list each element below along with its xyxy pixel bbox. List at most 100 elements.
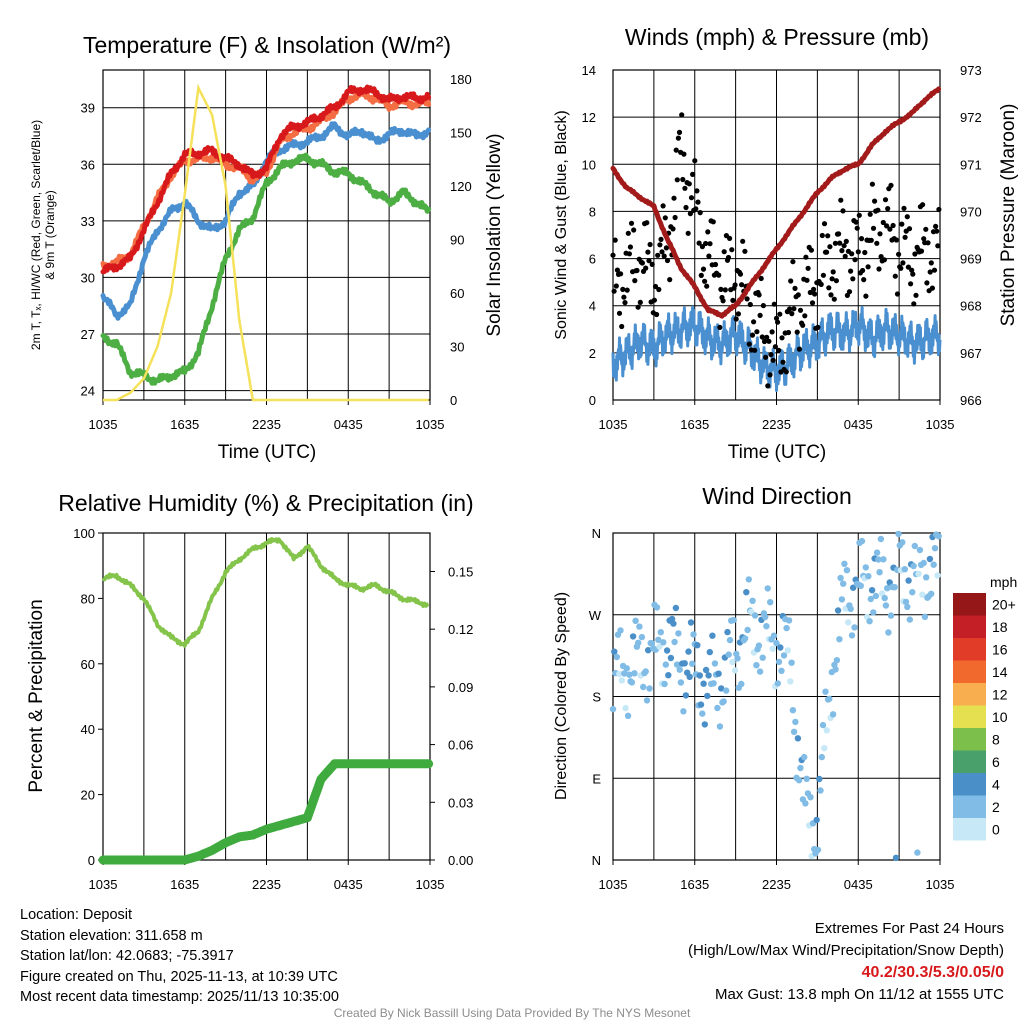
- panel-3-xtick-label: 1035: [89, 877, 118, 892]
- gust-point: [855, 249, 861, 255]
- direction-point: [646, 685, 653, 692]
- legend-label: 2: [992, 799, 1000, 815]
- gust-point: [906, 226, 913, 232]
- gust-point: [875, 207, 881, 213]
- wind-ytick-label: 0: [589, 393, 596, 408]
- direction-point: [741, 635, 749, 642]
- gust-point: [770, 357, 776, 363]
- direction-point: [762, 613, 769, 621]
- gust-point: [695, 199, 701, 205]
- direction-point: [769, 645, 776, 652]
- gust-point: [637, 299, 643, 305]
- insolation-ytick-label: 60: [450, 286, 464, 301]
- gust-point: [660, 203, 666, 209]
- legend-swatch: [953, 593, 986, 616]
- precip-ytick-label: 0.09: [448, 680, 473, 695]
- gust-point: [812, 291, 818, 297]
- gust-point: [717, 324, 723, 330]
- gust-point: [791, 306, 797, 312]
- gust-point: [620, 286, 626, 292]
- direction-point: [675, 630, 682, 637]
- gust-point: [824, 249, 830, 255]
- gust-point: [787, 306, 793, 312]
- direction-point: [753, 662, 760, 669]
- insolation-ytick-label: 90: [450, 232, 464, 247]
- direction-point: [685, 648, 692, 655]
- panel-1-xtick-label: 2235: [252, 417, 281, 432]
- extremes-heading: Extremes For Past 24 Hours: [814, 920, 1004, 937]
- gust-point: [718, 286, 724, 292]
- direction-point: [694, 642, 701, 649]
- legend-label: 20+: [992, 596, 1016, 612]
- direction-point: [870, 609, 877, 616]
- gust-point: [761, 338, 768, 345]
- extremes-subheading: (High/Low/Max Wind/Precipitation/Snow De…: [688, 942, 1004, 959]
- direction-point: [838, 596, 846, 603]
- elevation-text: Station elevation: 311.658 m: [20, 927, 203, 944]
- gust-point: [768, 352, 774, 358]
- direction-point: [618, 677, 625, 684]
- gust-point: [730, 297, 736, 303]
- legend-swatch: [953, 638, 986, 661]
- direction-point: [877, 535, 885, 543]
- gust-point: [682, 185, 688, 191]
- direction-point: [895, 530, 902, 538]
- direction-point: [928, 590, 935, 597]
- direction-point: [626, 671, 633, 678]
- gust-point: [776, 347, 782, 353]
- gust-point: [893, 237, 900, 243]
- precip-ytick-label: 0.15: [448, 564, 473, 579]
- direction-point: [858, 537, 866, 545]
- gust-point: [644, 220, 650, 226]
- direction-point: [648, 640, 656, 647]
- temp-series-line-0: [100, 84, 432, 275]
- panel-2-xtick-label: 0435: [844, 417, 873, 432]
- direction-point: [704, 692, 711, 700]
- gust-point: [896, 251, 902, 257]
- gust-point: [842, 253, 848, 259]
- direction-point: [689, 660, 696, 667]
- wind-ytick-label: 2: [589, 346, 596, 361]
- legend-title: mph: [990, 574, 1017, 590]
- gust-point: [912, 251, 918, 257]
- panel-4-xtick-label: 1035: [926, 877, 955, 892]
- gust-point: [819, 232, 825, 239]
- gust-point: [611, 288, 617, 294]
- gust-point: [796, 346, 803, 352]
- station-info: Location: Deposit Station elevation: 311…: [20, 905, 339, 1008]
- gust-point: [874, 240, 880, 246]
- direction-point: [880, 556, 887, 563]
- gust-point: [746, 341, 752, 347]
- gust-point: [792, 285, 798, 291]
- direction-point: [905, 577, 912, 584]
- gust-point: [880, 219, 886, 226]
- gust-point: [747, 301, 753, 308]
- insolation-ytick-label: 150: [450, 125, 472, 140]
- direction-point: [697, 701, 705, 708]
- direction-point: [780, 652, 788, 659]
- direction-point: [785, 617, 793, 624]
- sonic-wind-line: [611, 305, 942, 392]
- legend-swatch: [953, 728, 986, 751]
- direction-point: [891, 584, 898, 591]
- gust-point: [720, 298, 726, 304]
- direction-point: [628, 679, 636, 686]
- direction-point: [819, 721, 827, 729]
- gust-point: [698, 272, 704, 278]
- gust-point: [848, 268, 854, 274]
- direction-point: [756, 668, 764, 675]
- gust-point: [905, 264, 912, 270]
- pressure-ytick-label: 970: [960, 204, 982, 219]
- gust-point: [663, 245, 670, 251]
- gust-point: [815, 324, 821, 330]
- direction-point: [885, 629, 892, 636]
- gust-point: [825, 233, 831, 239]
- gust-point: [679, 112, 685, 118]
- direction-point: [731, 667, 739, 674]
- legend-label: 10: [992, 709, 1008, 725]
- direction-point: [843, 567, 851, 574]
- gust-point: [627, 244, 634, 250]
- direction-point: [826, 695, 833, 702]
- gust-point: [645, 249, 651, 255]
- gust-point: [877, 231, 883, 237]
